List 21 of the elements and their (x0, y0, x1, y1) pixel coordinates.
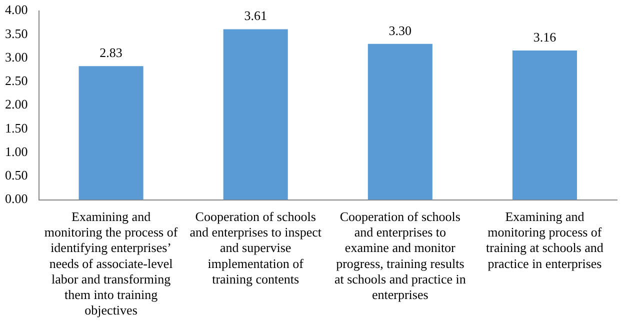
data-label: 3.30 (388, 22, 412, 38)
bar (223, 29, 288, 200)
y-tick-label: 3.00 (5, 49, 28, 64)
x-tick-label: Examining and monitoring the process of identifying enterprises’ needs of associate-level labor and transforming them into training objectives (44, 209, 178, 318)
y-tick-label: 1.00 (5, 144, 28, 159)
bar (78, 66, 144, 200)
x-tick-label: Cooperation of schools and enterprises to examine and monitor progress, training results at schools and practice in enterprises (334, 209, 466, 302)
y-tick-label: 0.50 (5, 168, 28, 183)
y-tick-label: 3.50 (5, 26, 28, 41)
data-label: 3.16 (533, 29, 557, 44)
y-tick-label: 2.50 (5, 73, 28, 88)
data-label: 2.83 (100, 45, 122, 60)
y-tick-label: 2.00 (5, 96, 28, 112)
y-tick-label: 0.00 (5, 191, 28, 206)
bar (512, 50, 577, 200)
x-tick-label: Examining and monitoring process of training at schools and practice in enterprises (486, 209, 604, 271)
y-tick-label: 4.00 (5, 2, 28, 18)
y-tick-label: 1.50 (5, 120, 28, 136)
x-tick-label: Cooperation of schools and enterprises to inspect and supervise implementation of training contents (190, 209, 322, 286)
data-label: 3.61 (244, 8, 267, 24)
bar (368, 44, 432, 200)
